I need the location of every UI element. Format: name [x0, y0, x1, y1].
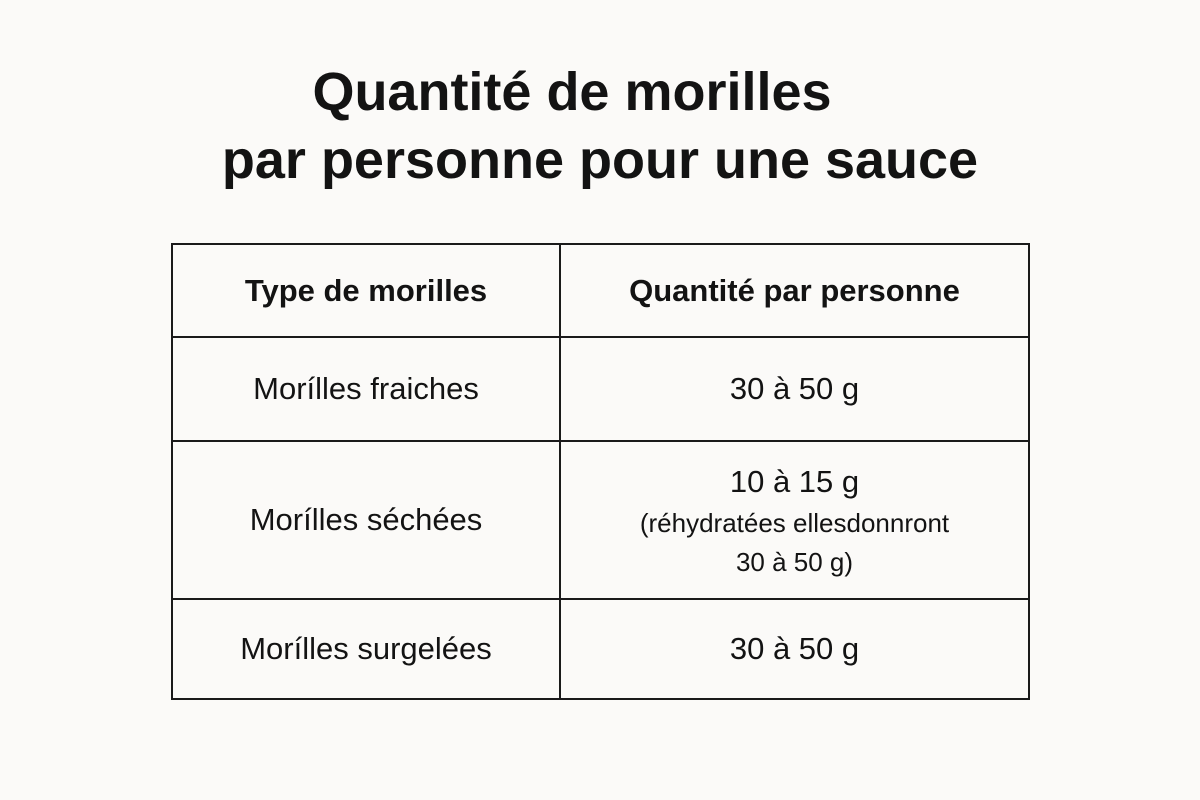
page-title: Quantité de morilles par personne pour u… [0, 58, 1200, 194]
quantity-note-line-2: 30 à 50 g) [735, 547, 854, 577]
cell-type-sechees: Morílles séchées [171, 440, 561, 600]
cell-quantity-fraiches: 30 à 50 g [559, 336, 1030, 442]
quantity-main-value: 10 à 15 g [729, 464, 860, 499]
table-header-row: Type de morilles Quantité par personne [171, 243, 1030, 338]
title-line-2: par personne pour une sauce [221, 130, 979, 190]
cell-type-surgelees: Morílles surgelées [171, 598, 561, 700]
table-row-sechees: Morílles séchées 10 à 15 g (réhydratées … [171, 440, 1030, 600]
header-quantite-par-personne: Quantité par personne [559, 243, 1030, 338]
cell-quantity-surgelees: 30 à 50 g [559, 598, 1030, 700]
cell-quantity-sechees: 10 à 15 g (réhydratées ellesdonnront 30 … [559, 440, 1030, 600]
header-type-de-morilles: Type de morilles [171, 243, 561, 338]
table-row-fraiches: Morílles fraiches 30 à 50 g [171, 336, 1030, 442]
table-row-surgelees: Morílles surgelées 30 à 50 g [171, 598, 1030, 700]
cell-type-fraiches: Morílles fraiches [171, 336, 561, 442]
quantity-note-line-1: (réhydratées ellesdonnront [639, 508, 950, 538]
quantity-table: Type de morilles Quantité par personne M… [171, 243, 1030, 700]
title-line-1: Quantité de morilles [312, 62, 832, 122]
